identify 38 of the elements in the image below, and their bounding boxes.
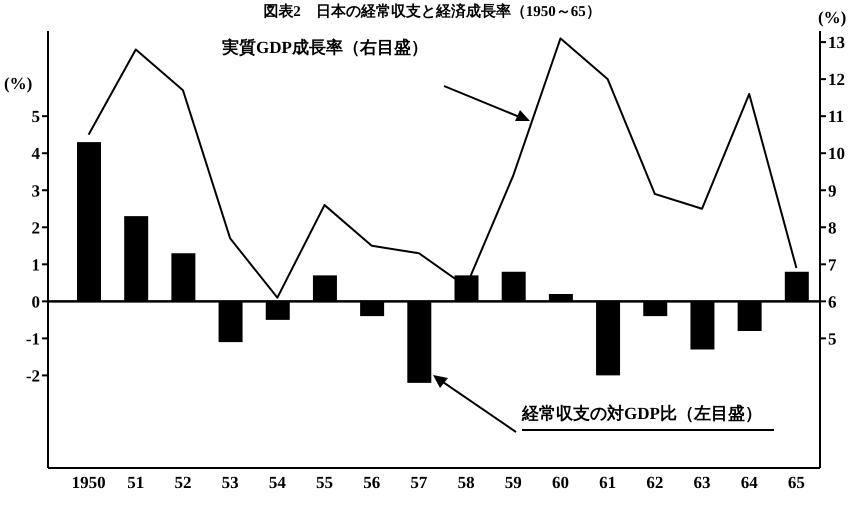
x-tick-label: 54 (268, 473, 286, 492)
annotation: 経常収支の対GDP比（左目盛） (522, 402, 774, 431)
y2-tick-label: 8 (828, 218, 836, 238)
y2-tick-label: 7 (828, 255, 837, 274)
y-tick-label: 4 (32, 144, 40, 164)
x-tick-label: 65 (788, 473, 805, 492)
x-tick-label: 59 (504, 473, 522, 492)
annotation: 実質GDP成長率（右目盛） (222, 37, 428, 59)
y-tick-label: -1 (26, 329, 40, 348)
x-tick-label: 53 (222, 473, 239, 492)
y-tick-label: 2 (32, 218, 40, 238)
y2-tick-label: 5 (828, 329, 836, 348)
chart-title: 図表2 日本の経常収支と経済成長率（1950～65） (263, 4, 601, 20)
y2-tick-label: 13 (828, 33, 845, 52)
x-tick-label: 52 (174, 473, 192, 492)
y-tick-label: 0 (32, 292, 40, 312)
y2-tick-label: 12 (828, 70, 845, 90)
y-tick-label: 3 (32, 181, 40, 200)
y2-tick-label: 10 (828, 144, 845, 164)
x-tick-label: 58 (458, 473, 475, 492)
y-tick-label: 5 (32, 107, 40, 126)
y2-tick-label: 6 (828, 292, 836, 312)
x-tick-label: 55 (316, 473, 334, 492)
y2-tick-label: 11 (828, 107, 844, 126)
y-axis-title: (%) (4, 74, 32, 94)
y-tick-label: -2 (26, 366, 40, 386)
x-tick-label: 62 (646, 473, 664, 492)
x-tick-label: 63 (694, 473, 711, 492)
y2-tick-label: 9 (828, 181, 836, 200)
x-tick-label: 1950 (72, 473, 106, 492)
y-tick-label: 1 (32, 255, 40, 274)
x-tick-label: 57 (410, 473, 428, 492)
x-tick-label: 51 (127, 473, 144, 492)
x-tick-label: 61 (599, 473, 616, 492)
y2-axis-title: (%) (818, 8, 846, 28)
x-tick-label: 64 (740, 473, 758, 492)
x-tick-label: 56 (363, 473, 380, 492)
x-tick-label: 60 (552, 473, 569, 492)
